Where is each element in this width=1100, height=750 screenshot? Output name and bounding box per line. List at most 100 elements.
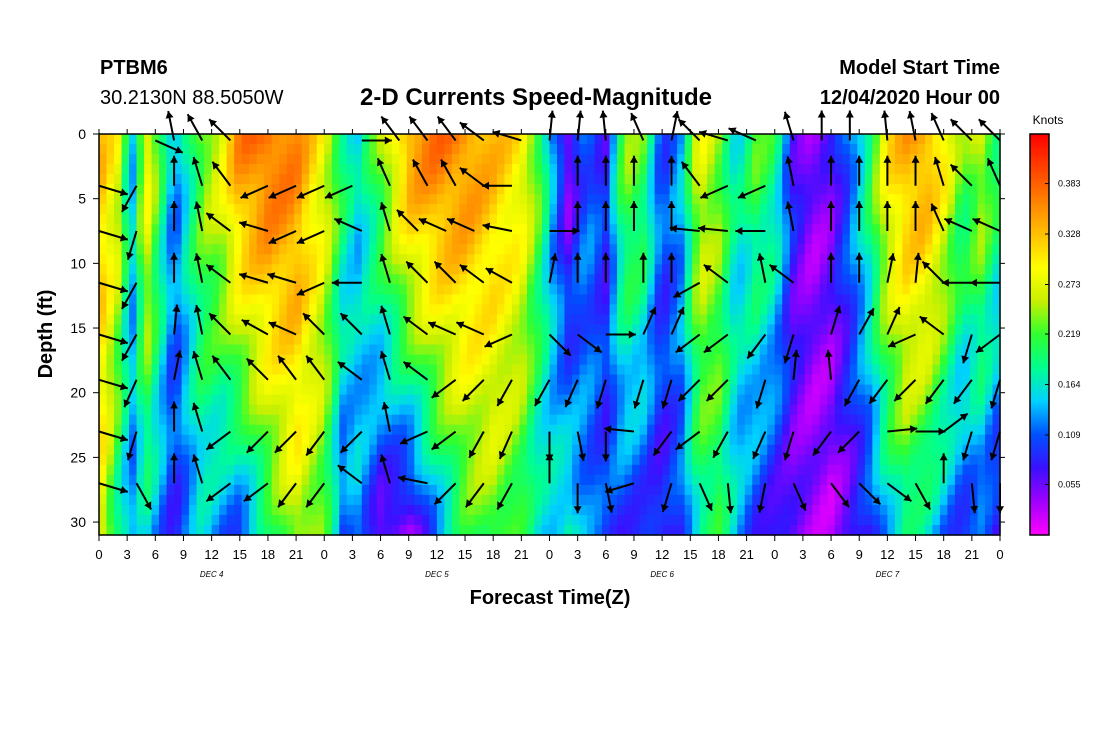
heat-cell bbox=[204, 484, 213, 496]
heat-cell bbox=[114, 484, 123, 496]
heat-cell bbox=[136, 404, 145, 416]
heat-cell bbox=[617, 244, 626, 255]
heat-cell bbox=[234, 524, 243, 536]
heat-cell bbox=[211, 504, 220, 516]
heat-cell bbox=[114, 314, 123, 326]
heat-cell bbox=[737, 134, 746, 145]
heat-cell bbox=[714, 314, 723, 326]
heat-cell bbox=[729, 404, 738, 416]
heat-cell bbox=[617, 524, 626, 536]
heat-cell bbox=[99, 164, 108, 175]
heat-cell bbox=[752, 214, 761, 225]
current-arrow bbox=[680, 161, 701, 187]
heat-cell bbox=[421, 354, 430, 366]
heat-cell bbox=[977, 184, 986, 195]
current-arrow bbox=[193, 201, 204, 232]
heat-cell bbox=[579, 314, 588, 326]
heat-cell bbox=[174, 514, 183, 526]
heat-cell bbox=[699, 374, 708, 386]
heat-cell bbox=[489, 304, 498, 316]
heat-cell bbox=[812, 394, 821, 406]
heat-cell bbox=[256, 234, 265, 245]
heat-cell bbox=[361, 514, 370, 526]
heat-cell bbox=[662, 304, 671, 316]
heat-cell bbox=[804, 204, 813, 215]
heat-cell bbox=[564, 264, 573, 275]
heat-cell bbox=[902, 454, 911, 466]
arrow-head bbox=[950, 119, 959, 128]
heat-cell bbox=[264, 404, 273, 416]
heat-cell bbox=[774, 284, 783, 296]
heat-cell bbox=[774, 454, 783, 466]
heat-cell bbox=[294, 484, 303, 496]
heat-cell bbox=[459, 324, 468, 336]
heat-cell bbox=[812, 484, 821, 496]
heat-cell bbox=[151, 354, 160, 366]
heat-cell bbox=[827, 244, 836, 255]
heat-cell bbox=[632, 464, 641, 476]
heat-cell bbox=[804, 344, 813, 356]
heat-cell bbox=[714, 394, 723, 406]
heat-cell bbox=[572, 304, 581, 316]
heat-cell bbox=[151, 494, 160, 506]
heat-cell bbox=[361, 304, 370, 316]
heat-cell bbox=[421, 364, 430, 376]
heat-cell bbox=[947, 494, 956, 506]
heat-cell bbox=[511, 424, 521, 436]
heat-cell bbox=[744, 424, 753, 436]
heat-cell bbox=[541, 374, 551, 386]
heat-cell bbox=[376, 494, 385, 506]
heat-cell bbox=[496, 154, 506, 165]
heat-cell bbox=[842, 484, 851, 496]
heat-cell bbox=[849, 314, 858, 326]
heat-cell bbox=[174, 264, 183, 275]
heat-cell bbox=[511, 474, 521, 486]
heat-cell bbox=[301, 354, 310, 366]
heat-cell bbox=[399, 254, 408, 265]
heat-cell bbox=[114, 374, 123, 386]
heat-cell bbox=[984, 444, 994, 456]
heat-cell bbox=[549, 464, 558, 476]
heat-cell bbox=[939, 324, 949, 336]
heat-cell bbox=[369, 414, 378, 426]
heat-cell bbox=[752, 494, 761, 506]
heat-cell bbox=[181, 304, 190, 316]
heat-cell bbox=[804, 514, 813, 526]
heat-cell bbox=[226, 334, 235, 346]
heat-cell bbox=[151, 214, 160, 225]
heat-cell bbox=[587, 214, 596, 225]
heat-cell bbox=[354, 264, 363, 275]
heat-cell bbox=[722, 294, 731, 306]
heat-cell bbox=[241, 414, 250, 426]
heat-cell bbox=[707, 364, 716, 376]
heat-cell bbox=[639, 414, 648, 426]
heat-cell bbox=[587, 354, 596, 366]
heat-cell bbox=[669, 174, 678, 185]
heat-cell bbox=[752, 294, 761, 306]
heat-cell bbox=[354, 174, 363, 185]
heat-cell bbox=[924, 294, 934, 306]
heat-cell bbox=[219, 254, 228, 265]
heat-cell bbox=[804, 374, 813, 386]
heat-cell bbox=[684, 174, 693, 185]
heat-cell bbox=[857, 214, 866, 225]
heat-cell bbox=[526, 464, 536, 476]
heat-cell bbox=[572, 194, 581, 205]
heat-cell bbox=[639, 524, 648, 536]
heat-cell bbox=[511, 224, 521, 235]
heat-cell bbox=[219, 444, 228, 456]
heat-cell bbox=[324, 374, 333, 386]
heat-cell bbox=[759, 354, 768, 366]
heat-cell bbox=[511, 374, 521, 386]
heat-cell bbox=[707, 394, 716, 406]
heat-cell bbox=[346, 374, 355, 386]
heat-cell bbox=[662, 204, 671, 215]
heat-cell bbox=[511, 414, 521, 426]
heat-cell bbox=[249, 494, 258, 506]
heat-cell bbox=[504, 334, 513, 346]
heat-cell bbox=[647, 514, 656, 526]
heat-cell bbox=[451, 494, 460, 506]
heat-cell bbox=[106, 394, 115, 406]
heat-cell bbox=[129, 504, 138, 516]
heat-cell bbox=[384, 344, 393, 356]
